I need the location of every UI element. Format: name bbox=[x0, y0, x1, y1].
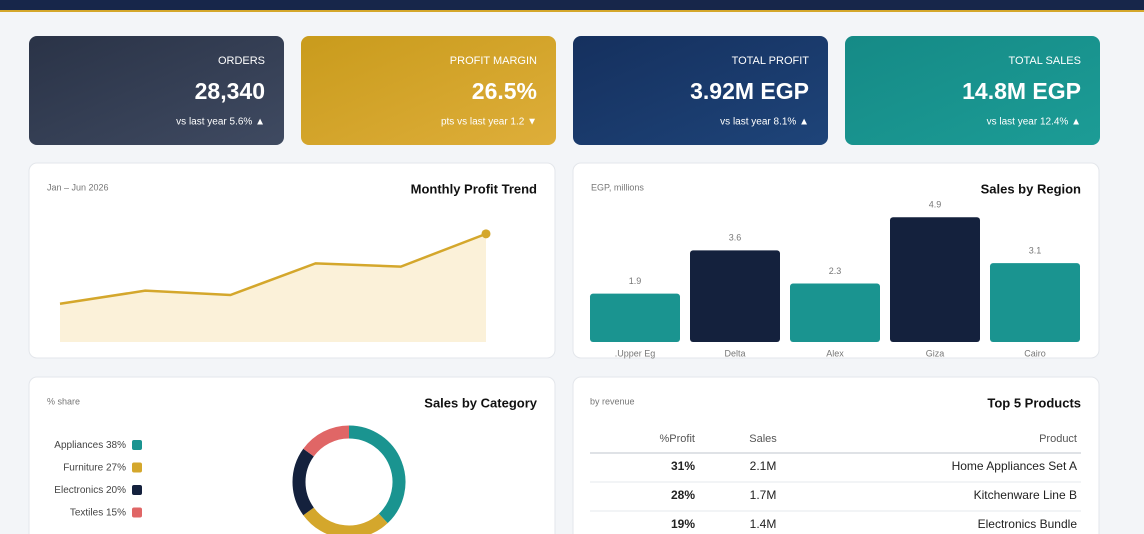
bar-value-label: 2.3 bbox=[829, 266, 842, 276]
panel bbox=[572, 376, 1100, 534]
x-tick-label: .Upper Eg bbox=[615, 348, 656, 358]
donut-segment bbox=[303, 507, 388, 534]
legend-swatch bbox=[132, 440, 142, 450]
bar bbox=[890, 217, 980, 342]
legend-swatch bbox=[132, 507, 142, 518]
legend-value: 38% bbox=[106, 440, 126, 451]
line-end-dot bbox=[481, 229, 491, 239]
kpi-card bbox=[845, 36, 1100, 145]
chart-subtitle: Jan – Jun 2026 bbox=[47, 182, 109, 192]
table-cell: 1.4M bbox=[750, 517, 777, 531]
donut-segment bbox=[303, 425, 350, 457]
kpi-value: 26.5% bbox=[472, 78, 537, 104]
top-bar bbox=[0, 0, 1144, 10]
top-bar-accent bbox=[0, 10, 1144, 12]
legend-name: Electronics bbox=[54, 485, 103, 496]
bar-value-label: 3.6 bbox=[729, 233, 742, 243]
legend-entry: Appliances 38% bbox=[54, 440, 126, 451]
legend-entry: Electronics 20% bbox=[54, 485, 126, 496]
bar-value-label: 4.9 bbox=[929, 200, 942, 210]
kpi-value: 3.92M EGP bbox=[690, 78, 809, 104]
x-tick-label: Giza bbox=[926, 348, 945, 358]
chart-title: Sales by Region bbox=[981, 181, 1081, 196]
kpi-value: 28,340 bbox=[195, 78, 265, 104]
kpi-value: 14.8M EGP bbox=[962, 78, 1081, 104]
kpi-note: vs last year 5.6% ▲ bbox=[176, 117, 265, 128]
table-header: %Profit bbox=[660, 433, 695, 445]
panel bbox=[28, 376, 556, 534]
chart-subtitle: % share bbox=[47, 396, 80, 406]
legend-swatch bbox=[132, 462, 142, 473]
table-cell: 1.7M bbox=[750, 488, 777, 502]
table-cell: 28% bbox=[671, 488, 695, 502]
table-subtitle: by revenue bbox=[590, 396, 635, 406]
bar-value-label: 1.9 bbox=[629, 276, 642, 286]
table-cell: 19% bbox=[671, 517, 695, 531]
table-header: Sales bbox=[749, 433, 777, 445]
kpi-note: vs last year 12.4% ▲ bbox=[987, 117, 1081, 128]
table-cell: Electronics Bundle bbox=[978, 517, 1078, 531]
table-cell: Kitchenware Line B bbox=[974, 488, 1077, 502]
kpi-note: vs last year 8.1% ▲ bbox=[720, 117, 809, 128]
x-tick-label: Delta bbox=[724, 348, 745, 358]
legend-value: 20% bbox=[106, 485, 126, 496]
table-header: Product bbox=[1039, 433, 1077, 445]
kpi-card bbox=[573, 36, 828, 145]
kpi-card bbox=[29, 36, 284, 145]
legend-value: 27% bbox=[106, 462, 126, 473]
chart-title: Monthly Profit Trend bbox=[411, 181, 537, 196]
table-cell: 31% bbox=[671, 459, 695, 473]
kpi-label: TOTAL SALES bbox=[1008, 55, 1081, 67]
donut-segment bbox=[292, 448, 314, 516]
bar-value-label: 3.1 bbox=[1029, 245, 1042, 255]
table-cell: Home Appliances Set A bbox=[952, 459, 1077, 473]
legend-name: Appliances bbox=[54, 440, 103, 451]
legend-swatch bbox=[132, 485, 142, 495]
area bbox=[60, 233, 486, 342]
bar bbox=[790, 283, 880, 342]
chart-subtitle: EGP, millions bbox=[591, 182, 644, 192]
kpi-label: ORDERS bbox=[218, 55, 265, 67]
kpi-note: pts vs last year 1.2 ▼ bbox=[441, 117, 537, 128]
chart-title: Sales by Category bbox=[424, 395, 537, 410]
legend-name: Furniture bbox=[63, 462, 103, 473]
legend-entry: Furniture 27% bbox=[63, 462, 126, 473]
kpi-label: PROFIT MARGIN bbox=[450, 55, 537, 67]
legend-entry: Textiles 15% bbox=[70, 507, 126, 518]
bar bbox=[590, 293, 680, 342]
bar bbox=[690, 250, 780, 342]
legend-value: 15% bbox=[106, 507, 126, 518]
bar bbox=[990, 263, 1080, 342]
legend-name: Textiles bbox=[70, 507, 103, 518]
line bbox=[59, 232, 487, 306]
kpi-label: TOTAL PROFIT bbox=[732, 55, 810, 67]
kpi-card bbox=[301, 36, 556, 145]
donut-segment bbox=[348, 425, 406, 524]
x-tick-label: Cairo bbox=[1024, 348, 1046, 358]
x-tick-label: Alex bbox=[826, 348, 844, 358]
table-cell: 2.1M bbox=[750, 459, 777, 473]
table-title: Top 5 Products bbox=[987, 395, 1081, 410]
